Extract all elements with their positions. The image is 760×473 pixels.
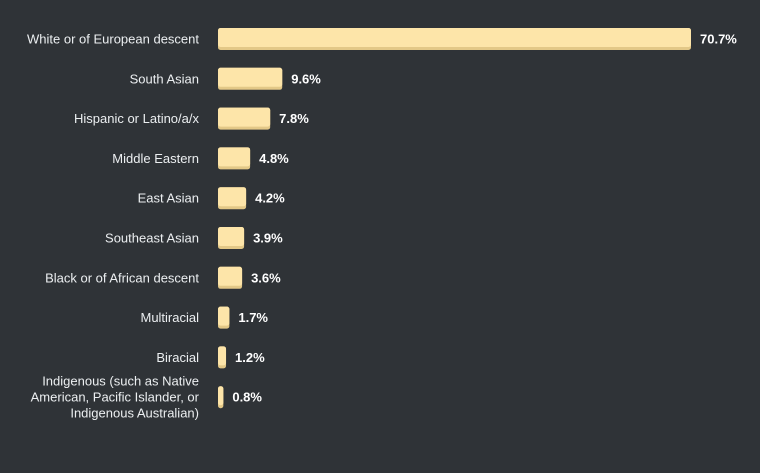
bar-row: Biracial 1.2%: [156, 346, 265, 369]
bar-row: Hispanic or Latino/a/x 7.8%: [74, 107, 309, 130]
value-label: 4.2%: [255, 191, 285, 206]
category-label: South Asian: [130, 71, 199, 86]
category-label: Black or of African descent: [45, 270, 199, 285]
value-label: 1.7%: [238, 310, 268, 325]
bar: [218, 266, 243, 286]
category-label: Multiracial: [140, 310, 199, 325]
value-label: 7.8%: [279, 111, 309, 126]
value-label: 3.6%: [251, 270, 281, 285]
bar: [218, 67, 283, 87]
bar-row: White or of European descent 70.7%: [27, 28, 737, 50]
category-label: Indigenous (such as Native American, Paci…: [31, 374, 200, 421]
bar-row: Multiracial 1.7%: [140, 306, 268, 329]
bar-row: Middle Eastern 4.8%: [112, 147, 289, 170]
bar: [218, 107, 271, 127]
bar-row: East Asian 4.2%: [138, 187, 285, 210]
bar-row: Black or of African descent 3.6%: [45, 266, 281, 289]
value-label: 1.2%: [235, 350, 265, 365]
bar-row: South Asian 9.6%: [130, 67, 321, 90]
value-label: 3.9%: [253, 231, 283, 246]
category-label: Middle Eastern: [112, 151, 199, 166]
bar-row: Southeast Asian 3.9%: [105, 227, 283, 249]
bar: [218, 28, 691, 47]
bar: [218, 306, 230, 326]
value-label: 9.6%: [291, 71, 321, 86]
bar: [218, 147, 251, 167]
category-label: Biracial: [156, 350, 199, 365]
value-label: 0.8%: [232, 390, 262, 405]
bar: [218, 227, 245, 246]
category-label: East Asian: [138, 191, 199, 206]
bar: [218, 386, 224, 406]
category-label: White or of European descent: [27, 32, 199, 47]
bar: [218, 187, 247, 207]
category-label: Southeast Asian: [105, 231, 199, 246]
value-label: 4.8%: [259, 151, 289, 166]
category-label: Hispanic or Latino/a/x: [74, 111, 200, 126]
value-label: 70.7%: [700, 32, 737, 47]
bar-row: Indigenous (such as Native American, Paci…: [31, 374, 263, 421]
bar: [218, 346, 227, 366]
